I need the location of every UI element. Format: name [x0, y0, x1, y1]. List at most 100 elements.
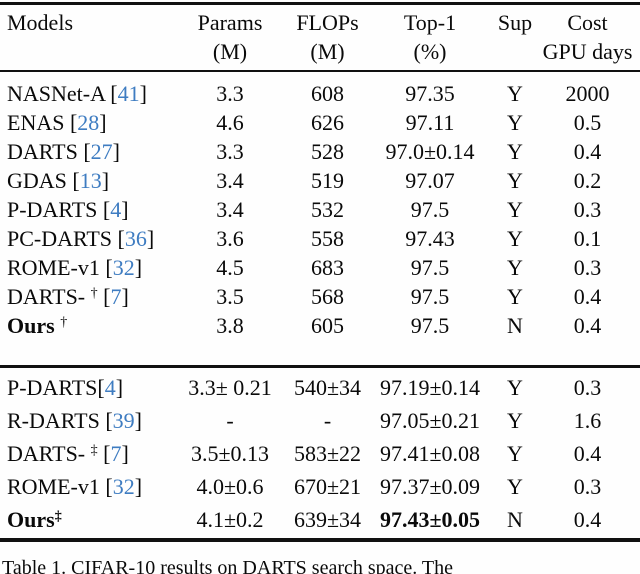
top1-cell: 97.07 [405, 168, 455, 193]
col-header-top1: Top-1 [403, 10, 457, 35]
model-name: GDAS [7, 168, 67, 193]
sup-cell: Y [507, 284, 523, 309]
params-cell: 4.0±0.6 [196, 474, 264, 499]
model-name: R-DARTS [7, 408, 100, 433]
model-cell: NASNet-A [41] [7, 81, 147, 106]
top1-cell: 97.5 [410, 197, 450, 222]
model-name: ROME-v1 [7, 474, 100, 499]
dagger-mark: † [60, 315, 68, 330]
table-row: ROME-v1 [32] 4.0±0.6 670±21 97.37±0.09 Y… [0, 470, 640, 503]
params-cell: 3.5±0.13 [190, 441, 270, 466]
cost-cell: 0.4 [573, 284, 602, 309]
model-cell: P-DARTS[4] [7, 375, 124, 400]
cost-cell: 2000 [565, 81, 610, 106]
cost-cell: 1.6 [573, 408, 602, 433]
citation-link[interactable]: 13 [79, 168, 102, 193]
sup-cell: N [507, 507, 523, 532]
table-row: GDAS [13] 3.4 519 97.07 Y 0.2 [0, 166, 640, 195]
model-name: NASNet-A [7, 81, 105, 106]
params-cell: 3.8 [216, 313, 244, 338]
top1-cell: 97.5 [410, 313, 450, 338]
top1-cell: 97.5 [410, 255, 450, 280]
model-name: DARTS- [7, 284, 86, 309]
flops-cell: 683 [311, 255, 344, 280]
sup-cell: Y [507, 441, 523, 466]
col-header-sup: Sup [497, 10, 533, 35]
model-name: Ours [7, 313, 55, 338]
flops-cell: 608 [311, 81, 344, 106]
dagger-mark: † [90, 286, 98, 301]
params-cell: 3.5 [216, 284, 244, 309]
sup-cell: N [507, 313, 523, 338]
params-cell: 4.6 [216, 110, 244, 135]
sup-cell: Y [507, 139, 523, 164]
params-cell: 4.5 [216, 255, 244, 280]
sup-cell: Y [507, 226, 523, 251]
cost-cell: 0.4 [573, 313, 602, 338]
table-row: Ours † 3.8 605 97.5 N 0.4 [0, 311, 640, 340]
dagger-mark: ‡ [54, 509, 62, 524]
citation-link[interactable]: 39 [112, 408, 135, 433]
flops-cell: 532 [311, 197, 344, 222]
cost-cell: 0.4 [573, 507, 602, 532]
cost-cell: 0.5 [573, 110, 602, 135]
top1-cell: 97.0±0.14 [385, 139, 475, 164]
col-subheader-cost: GPU days [542, 39, 633, 64]
citation-link[interactable]: 28 [77, 110, 100, 135]
model-cell: ENAS [28] [7, 110, 107, 135]
model-cell: PC-DARTS [36] [7, 226, 155, 251]
top1-cell: 97.43 [405, 226, 455, 251]
table-section-top: NASNet-A [41] 3.3 608 97.35 Y 2000 ENAS … [0, 72, 640, 365]
mid-rule [0, 365, 640, 368]
top1-cell: 97.05±0.21 [379, 408, 481, 433]
col-subheader-flops: (M) [310, 39, 345, 64]
sup-cell: Y [507, 197, 523, 222]
flops-cell: 528 [311, 139, 344, 164]
bottom-rule [0, 538, 640, 542]
top1-cell: 97.35 [405, 81, 455, 106]
model-name: DARTS [7, 139, 78, 164]
model-cell: Ours‡ [0, 503, 170, 536]
flops-cell: 540±34 [293, 375, 362, 400]
model-name: ENAS [7, 110, 65, 135]
header-rule [0, 70, 640, 72]
top1-cell: 97.41±0.08 [379, 441, 481, 466]
model-name: Ours [7, 507, 55, 532]
table-row: ROME-v1 [32] 4.5 683 97.5 Y 0.3 [0, 253, 640, 282]
sup-cell: Y [507, 168, 523, 193]
flops-cell: 558 [311, 226, 344, 251]
model-cell: DARTS- † [7] [7, 284, 129, 309]
citation-link[interactable]: 36 [124, 226, 147, 251]
col-subheader-top1: (%) [413, 39, 447, 64]
flops-cell: - [323, 408, 332, 433]
sup-cell: Y [507, 255, 523, 280]
top1-cell: 97.37±0.09 [379, 474, 481, 499]
sup-cell: Y [507, 81, 523, 106]
col-subheader-params: (M) [212, 39, 248, 64]
citation-link[interactable]: 4 [104, 375, 116, 400]
dagger-mark: ‡ [90, 443, 98, 458]
cost-cell: 0.4 [573, 139, 602, 164]
model-name: P-DARTS [7, 375, 98, 400]
table-row: Ours‡ 4.1±0.2 639±34 97.43±0.05 N 0.4 [0, 503, 640, 536]
citation-link[interactable]: 7 [110, 284, 122, 309]
model-cell: Ours † [0, 311, 170, 340]
params-cell: 3.3 [216, 81, 244, 106]
table-row: NASNet-A [41] 3.3 608 97.35 Y 2000 [0, 79, 640, 108]
table-row: P-DARTS[4] 3.3± 0.21 540±34 97.19±0.14 Y… [0, 371, 640, 404]
table-header-subrow: (M) (M) (%) GPU days [0, 39, 640, 70]
model-name: ROME-v1 [7, 255, 100, 280]
citation-link[interactable]: 4 [110, 197, 122, 222]
cost-cell: 0.3 [573, 474, 602, 499]
params-cell: - [226, 408, 234, 433]
citation-link[interactable]: 32 [112, 474, 135, 499]
top-rule [0, 2, 640, 5]
citation-link[interactable]: 32 [112, 255, 135, 280]
citation-link[interactable]: 7 [110, 441, 122, 466]
cost-cell: 0.1 [573, 226, 602, 251]
citation-link[interactable]: 41 [117, 81, 140, 106]
table-row: P-DARTS [4] 3.4 532 97.5 Y 0.3 [0, 195, 640, 224]
col-subheader-sup [495, 39, 535, 70]
params-cell: 3.3 [216, 139, 244, 164]
citation-link[interactable]: 27 [90, 139, 113, 164]
